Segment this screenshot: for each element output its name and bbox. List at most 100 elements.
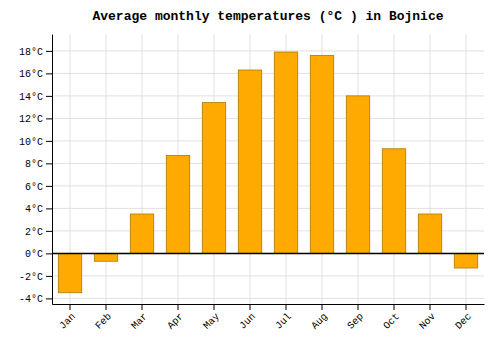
x-tick-mark <box>286 304 287 310</box>
y-tick-mark <box>46 208 52 209</box>
y-tick: 18°C <box>19 47 52 58</box>
x-tick-mark <box>466 304 467 310</box>
bar <box>166 156 189 254</box>
y-tick-mark <box>46 163 52 164</box>
x-tick: Sep <box>345 304 366 332</box>
y-tick-mark <box>46 141 52 142</box>
y-tick-mark <box>46 298 52 299</box>
y-tick-label: 2°C <box>25 227 43 238</box>
y-tick: 8°C <box>25 159 52 170</box>
bar <box>454 253 477 268</box>
grid-line-y <box>52 185 484 186</box>
bar <box>310 55 333 253</box>
bar <box>130 214 153 253</box>
grid-line-x <box>106 34 107 304</box>
y-tick-label: -2°C <box>19 272 43 283</box>
y-tick-label: 12°C <box>19 114 43 125</box>
x-tick-mark <box>70 304 71 310</box>
bar <box>274 52 297 253</box>
grid-line-y <box>52 95 484 96</box>
x-tick-label: Mar <box>129 311 150 332</box>
y-tick: 6°C <box>25 182 52 193</box>
x-tick-mark <box>178 304 179 310</box>
x-tick: Dec <box>453 304 474 332</box>
x-tick-label: Sep <box>345 311 366 332</box>
plot: -4°C -2°C 0°C 2°C 4°C 6°C 8°C 10°C 12°C 14°C 16°C 1… <box>19 34 485 332</box>
x-tick-mark <box>250 304 251 310</box>
zero-line <box>52 253 484 255</box>
x-tick: Aug <box>309 304 330 332</box>
x-tick-label: Dec <box>453 311 474 332</box>
y-tick: 0°C <box>25 249 52 260</box>
y-tick-mark <box>46 253 52 254</box>
y-tick-label: 0°C <box>25 249 43 260</box>
y-axis: -4°C -2°C 0°C 2°C 4°C 6°C 8°C 10°C 12°C 14°C 16°C 1… <box>19 35 53 306</box>
x-tick-label: Nov <box>417 311 438 332</box>
y-tick: 14°C <box>19 92 52 103</box>
y-tick: 16°C <box>19 69 52 80</box>
x-tick-mark <box>142 304 143 310</box>
grid-line-y <box>52 298 484 299</box>
x-tick: Mar <box>129 304 150 332</box>
x-axis-line <box>53 304 485 305</box>
x-tick-mark <box>430 304 431 310</box>
x-tick-label: May <box>201 311 222 332</box>
y-tick-label: 8°C <box>25 159 43 170</box>
bar <box>238 70 261 253</box>
x-tick-label: Jul <box>273 311 294 332</box>
x-tick: Oct <box>381 304 402 332</box>
x-tick: Jun <box>237 304 258 332</box>
y-tick-mark <box>46 51 52 52</box>
chart: Average monthly temperatures (°C ) in Bo… <box>0 0 500 350</box>
y-tick-mark <box>46 118 52 119</box>
y-tick: 2°C <box>25 227 52 238</box>
grid-line-y <box>52 140 484 141</box>
bar <box>202 103 225 254</box>
y-tick-label: 4°C <box>25 204 43 215</box>
x-tick-mark <box>214 304 215 310</box>
y-tick-label: 14°C <box>19 92 43 103</box>
bar <box>382 149 405 254</box>
bar <box>58 253 81 292</box>
x-tick: Feb <box>93 304 114 332</box>
x-tick-label: Aug <box>309 311 330 332</box>
x-tick: Nov <box>417 304 438 332</box>
grid-line-y <box>52 253 484 254</box>
x-tick-label: Jan <box>57 311 78 332</box>
y-tick: 4°C <box>25 204 52 215</box>
x-axis: Jan Feb Mar Apr May Jun Jul Aug Sep Oct Nov Dec <box>53 304 485 332</box>
x-tick: Apr <box>165 304 186 332</box>
y-tick: 10°C <box>19 137 52 148</box>
y-tick: 12°C <box>19 114 52 125</box>
bar <box>418 214 441 253</box>
y-tick-mark <box>46 73 52 74</box>
x-tick-label: Apr <box>165 311 186 332</box>
grid-line-y <box>52 208 484 209</box>
x-tick: Jul <box>273 304 294 332</box>
grid-line-y <box>52 275 484 276</box>
bars <box>52 52 484 293</box>
y-tick-mark <box>46 96 52 97</box>
y-tick-mark <box>46 231 52 232</box>
grid-line-y <box>52 118 484 119</box>
grid-line-x <box>142 34 143 304</box>
title: Average monthly temperatures (°C ) in Bo… <box>92 9 443 24</box>
grid-line-y <box>52 73 484 74</box>
bar <box>346 96 369 254</box>
y-tick-label: -4°C <box>19 294 43 305</box>
x-tick-mark <box>106 304 107 310</box>
x-tick-mark <box>322 304 323 310</box>
x-tick: Jan <box>57 304 78 332</box>
x-tick-label: Jun <box>237 311 258 332</box>
y-tick: -4°C <box>19 294 52 305</box>
x-tick-mark <box>358 304 359 310</box>
y-tick-mark <box>46 276 52 277</box>
grid <box>52 34 484 304</box>
grid-line-y <box>52 163 484 164</box>
bar <box>94 253 117 261</box>
y-tick-mark <box>46 186 52 187</box>
y-tick-label: 18°C <box>19 47 43 58</box>
x-tick: May <box>201 304 222 332</box>
y-axis-line <box>52 35 53 305</box>
x-tick-label: Oct <box>381 311 402 332</box>
